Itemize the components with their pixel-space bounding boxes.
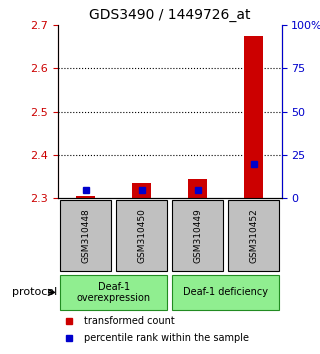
FancyBboxPatch shape — [60, 275, 167, 310]
Bar — [132, 183, 151, 198]
Text: Deaf-1 deficiency: Deaf-1 deficiency — [183, 287, 268, 297]
Text: percentile rank within the sample: percentile rank within the sample — [84, 333, 250, 343]
FancyBboxPatch shape — [228, 200, 279, 271]
FancyBboxPatch shape — [172, 275, 279, 310]
Text: transformed count: transformed count — [84, 316, 175, 326]
Text: protocol: protocol — [12, 287, 58, 297]
Text: Deaf-1
overexpression: Deaf-1 overexpression — [76, 281, 151, 303]
Text: GSM310452: GSM310452 — [249, 208, 258, 263]
Bar — [188, 179, 207, 198]
Text: GSM310448: GSM310448 — [81, 208, 90, 263]
Bar — [76, 196, 95, 198]
FancyBboxPatch shape — [116, 200, 167, 271]
Title: GDS3490 / 1449726_at: GDS3490 / 1449726_at — [89, 8, 250, 22]
Text: GSM310450: GSM310450 — [137, 208, 146, 263]
FancyBboxPatch shape — [172, 200, 223, 271]
Bar — [244, 36, 263, 198]
Text: GSM310449: GSM310449 — [193, 208, 202, 263]
FancyBboxPatch shape — [60, 200, 111, 271]
